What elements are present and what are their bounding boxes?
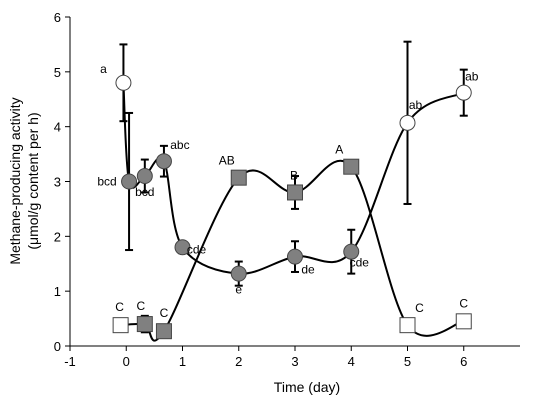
y-tick-label: 6	[54, 10, 61, 25]
y-tick-label: 1	[54, 284, 61, 299]
point-label: de	[301, 263, 315, 277]
y-tick-label: 2	[54, 229, 61, 244]
circle-marker	[174, 239, 191, 256]
circle-marker	[136, 168, 153, 185]
point-label: bcd	[135, 185, 154, 199]
y-axis-title-unit: (μmol/g content per h)	[25, 112, 41, 249]
point-label: C	[136, 299, 145, 313]
point-label: abc	[170, 138, 189, 152]
series-curves	[120, 82, 465, 342]
y-tick-label: 3	[54, 175, 61, 190]
point-label: B	[290, 168, 298, 182]
y-axis-title: Methane-producing activity	[7, 97, 23, 264]
point-label: AB	[219, 154, 235, 168]
x-tick-label: 6	[460, 354, 467, 369]
circle-marker	[287, 248, 303, 265]
point-label: A	[335, 143, 343, 157]
square-marker	[112, 317, 129, 334]
point-label: C	[459, 296, 468, 310]
x-tick-label: 1	[179, 354, 186, 369]
x-axis-title: Time (day)	[274, 379, 340, 395]
circle-marker	[115, 74, 132, 91]
point-label: ab	[465, 70, 479, 84]
x-tick-label: 4	[348, 354, 355, 369]
point-label: bcd	[97, 175, 116, 189]
point-label: cde	[187, 242, 207, 256]
x-tick-label: 5	[404, 354, 411, 369]
axes	[65, 16, 520, 351]
point-label: e	[235, 283, 242, 297]
circle-marker	[121, 173, 138, 190]
square-marker	[287, 184, 303, 201]
point-label: C	[160, 306, 169, 320]
point-label: ab	[409, 98, 423, 112]
square-marker	[230, 169, 247, 186]
square-marker	[136, 316, 153, 333]
x-tick-label: -1	[64, 354, 76, 369]
y-tick-label: 0	[54, 339, 61, 354]
x-tick-label: 2	[235, 354, 242, 369]
point-label: a	[100, 62, 107, 76]
square-marker	[343, 158, 360, 175]
square-marker	[399, 317, 416, 334]
point-label: C	[415, 301, 424, 315]
y-tick-label: 5	[54, 65, 61, 80]
circle-marker	[455, 84, 472, 101]
y-tick-label: 4	[54, 120, 61, 135]
circle-marker	[155, 153, 172, 170]
square-marker	[155, 323, 172, 340]
square-marker	[455, 313, 472, 330]
x-tick-label: 3	[291, 354, 298, 369]
x-tick-label: 0	[123, 354, 130, 369]
point-label: cde	[350, 256, 370, 270]
circle-marker	[343, 243, 360, 260]
circle-marker	[230, 265, 247, 282]
data-markers	[112, 74, 472, 340]
series-squares-line	[120, 159, 465, 342]
circle-marker	[399, 114, 416, 131]
point-label: C	[115, 300, 124, 314]
series-circles-line	[122, 82, 465, 275]
